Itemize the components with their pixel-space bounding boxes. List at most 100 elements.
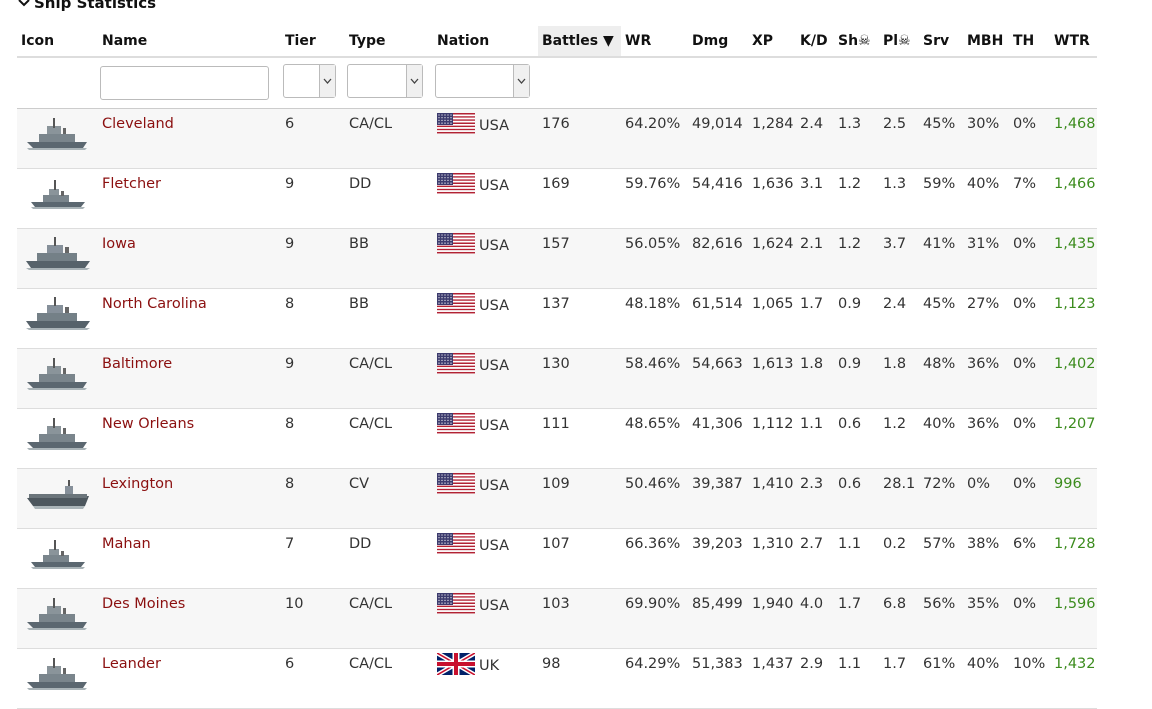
us-flag-icon (437, 533, 479, 555)
pl-cell: 1.3 (879, 168, 919, 229)
battles-cell: 137 (538, 288, 621, 349)
mbh-cell: 36% (963, 408, 1009, 469)
battles-cell: 107 (538, 528, 621, 589)
dmg-cell: 51,383 (688, 648, 748, 709)
us-flag-icon (437, 173, 479, 195)
kd-cell: 1.1 (796, 408, 834, 469)
ship-name-link[interactable]: Baltimore (102, 356, 173, 372)
kd-cell: 4.0 (796, 588, 834, 649)
section-header[interactable]: Ship Statistics (17, 0, 156, 14)
mbh-cell: 27% (963, 288, 1009, 349)
pl-cell: 1.7 (879, 648, 919, 709)
col-srv[interactable]: Srv (919, 26, 963, 58)
header-row: Icon Name Tier Type Nation Battles ▼ WR … (17, 26, 1097, 58)
ship-name-link[interactable]: North Carolina (102, 296, 207, 312)
ship-icon-cell (17, 468, 98, 529)
col-battles[interactable]: Battles ▼ (538, 26, 621, 58)
nation-cell: USA (479, 417, 510, 434)
chevron-down-icon (18, 0, 30, 7)
sh-cell: 1.7 (834, 588, 879, 649)
col-sh[interactable]: Sh☠ (834, 26, 879, 58)
xp-cell: 1,940 (748, 588, 796, 649)
dmg-cell: 41,306 (688, 408, 748, 469)
pl-cell: 2.5 (879, 108, 919, 169)
sh-cell: 1.2 (834, 168, 879, 229)
mbh-cell: 38% (963, 528, 1009, 589)
col-icon[interactable]: Icon (17, 26, 98, 58)
col-pl[interactable]: Pl☠ (879, 26, 919, 58)
sh-cell: 0.6 (834, 468, 879, 529)
us-flag-icon (437, 293, 479, 315)
tier-cell: 6 (281, 648, 345, 709)
mbh-cell: 0% (963, 468, 1009, 529)
cruiser-icon (21, 354, 94, 394)
col-dmg[interactable]: Dmg (688, 26, 748, 58)
battles-cell: 130 (538, 348, 621, 409)
name-filter-input[interactable] (100, 66, 269, 100)
col-th[interactable]: TH (1009, 26, 1050, 58)
ship-name-link[interactable]: Cleveland (102, 116, 174, 132)
ship-icon-cell (17, 228, 98, 289)
nation-cell: USA (479, 297, 510, 314)
srv-cell: 61% (919, 648, 963, 709)
col-type[interactable]: Type (345, 26, 433, 58)
chevron-down-icon (319, 65, 335, 97)
wtr-cell: 1,432 (1050, 648, 1097, 709)
mbh-cell: 40% (963, 168, 1009, 229)
col-name[interactable]: Name (98, 26, 281, 58)
chevron-down-icon (406, 65, 422, 97)
nation-filter-select[interactable] (435, 64, 530, 98)
type-cell: CV (345, 468, 433, 529)
ship-name-link[interactable]: Fletcher (102, 176, 162, 192)
cruiser-icon (21, 594, 94, 634)
table-row: Cleveland 6 CA/CL USA 176 64.20% 49,014 1,284 2.… (17, 108, 1097, 169)
ship-name-link[interactable]: Lexington (102, 476, 174, 492)
mbh-cell: 30% (963, 108, 1009, 169)
srv-cell: 57% (919, 528, 963, 589)
cruiser-icon (21, 114, 94, 154)
ship-icon-cell (17, 648, 98, 709)
col-mbh[interactable]: MBH (963, 26, 1009, 58)
col-tier[interactable]: Tier (281, 26, 345, 58)
xp-cell: 1,284 (748, 108, 796, 169)
mbh-cell: 40% (963, 648, 1009, 709)
col-xp[interactable]: XP (748, 26, 796, 58)
pl-cell: 1.2 (879, 408, 919, 469)
pl-cell: 0.2 (879, 528, 919, 589)
xp-cell: 1,112 (748, 408, 796, 469)
battles-cell: 111 (538, 408, 621, 469)
ship-name-link[interactable]: Des Moines (102, 596, 186, 612)
kd-cell: 2.4 (796, 108, 834, 169)
wtr-cell: 1,207 (1050, 408, 1097, 469)
type-filter-select[interactable] (347, 64, 423, 98)
carrier-icon (21, 474, 94, 514)
type-cell: CA/CL (345, 648, 433, 709)
sh-cell: 0.9 (834, 288, 879, 349)
tier-cell: 9 (281, 348, 345, 409)
ship-name-link[interactable]: Iowa (102, 236, 136, 252)
ship-name-link[interactable]: Mahan (102, 536, 151, 552)
col-wtr[interactable]: WTR (1050, 26, 1097, 58)
wr-cell: 64.20% (621, 108, 688, 169)
xp-cell: 1,636 (748, 168, 796, 229)
tier-cell: 8 (281, 468, 345, 529)
mbh-cell: 36% (963, 348, 1009, 409)
us-flag-icon (437, 473, 479, 495)
wtr-cell: 1,466 (1050, 168, 1097, 229)
nation-cell: USA (479, 537, 510, 554)
tier-cell: 8 (281, 288, 345, 349)
th-cell: 0% (1009, 108, 1050, 169)
srv-cell: 40% (919, 408, 963, 469)
col-kd[interactable]: K/D (796, 26, 834, 58)
sh-cell: 1.2 (834, 228, 879, 289)
type-cell: CA/CL (345, 408, 433, 469)
col-wr[interactable]: WR (621, 26, 688, 58)
kd-cell: 1.8 (796, 348, 834, 409)
cruiser-icon (21, 654, 94, 694)
us-flag-icon (437, 413, 479, 435)
ship-name-link[interactable]: New Orleans (102, 416, 195, 432)
ship-name-link[interactable]: Leander (102, 656, 161, 672)
tier-filter-select[interactable] (283, 64, 336, 98)
battles-cell: 109 (538, 468, 621, 529)
col-nation[interactable]: Nation (433, 26, 538, 58)
